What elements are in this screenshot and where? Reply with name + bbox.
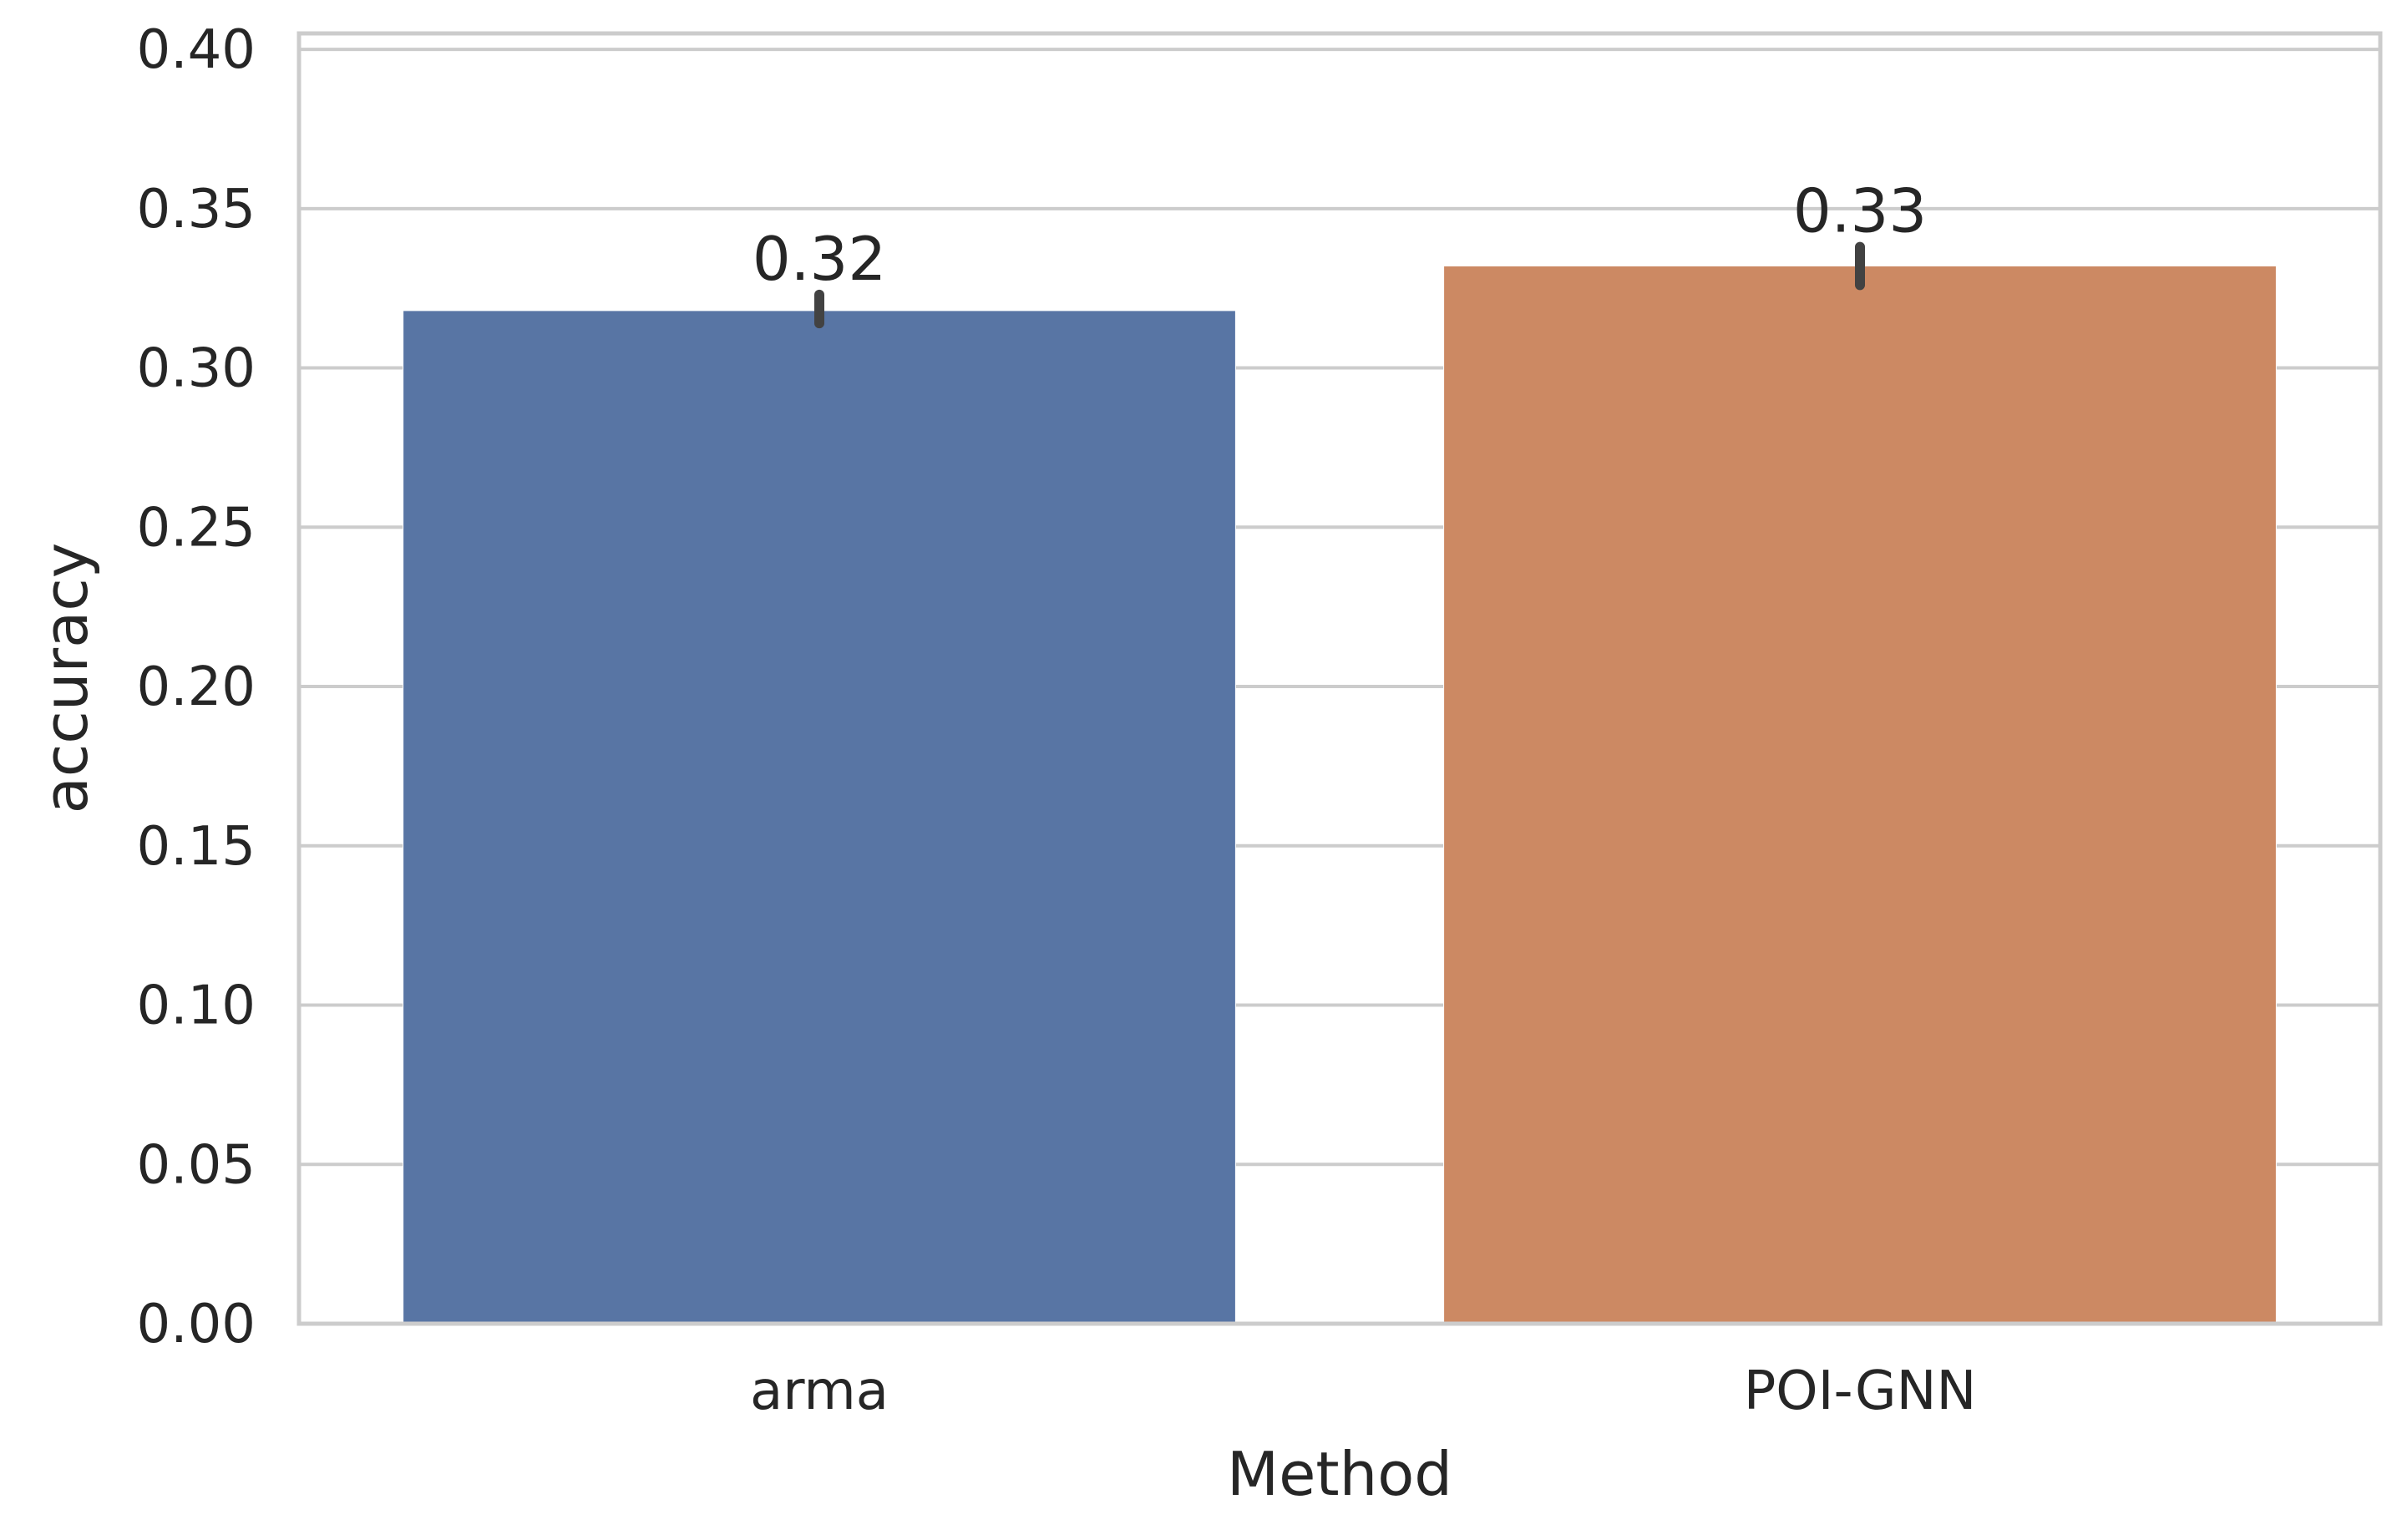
y-tick-label: 0.40 xyxy=(137,19,256,81)
y-tick-label: 0.00 xyxy=(137,1294,256,1355)
x-tick-label: arma xyxy=(750,1360,889,1422)
x-tick-label: POI-GNN xyxy=(1744,1360,1977,1422)
bars xyxy=(403,265,2277,1325)
plot-frame xyxy=(296,31,2383,1326)
x-tick-labels: arma POI-GNN xyxy=(750,1360,1976,1422)
y-tick-label: 0.15 xyxy=(137,816,256,878)
y-tick-label: 0.10 xyxy=(137,975,256,1037)
data-label-arma: 0.32 xyxy=(753,224,886,294)
y-axis-label: accuracy xyxy=(31,543,101,814)
data-label-poi-gnn: 0.33 xyxy=(1793,176,1927,246)
y-tick-label: 0.25 xyxy=(137,497,256,559)
y-tick-label: 0.20 xyxy=(137,656,256,718)
y-tick-label: 0.05 xyxy=(137,1134,256,1196)
bar-arma xyxy=(403,310,1236,1325)
data-labels: 0.32 0.33 xyxy=(753,176,1927,294)
x-axis-label: Method xyxy=(1227,1439,1452,1509)
bar-poi-gnn xyxy=(1443,265,2277,1325)
y-tick-label: 0.35 xyxy=(137,179,256,241)
y-tick-labels: 0.00 0.05 0.10 0.15 0.20 0.25 0.30 0.35 0.40 xyxy=(137,19,256,1355)
error-bars xyxy=(814,241,1865,329)
y-tick-label: 0.30 xyxy=(137,338,256,400)
